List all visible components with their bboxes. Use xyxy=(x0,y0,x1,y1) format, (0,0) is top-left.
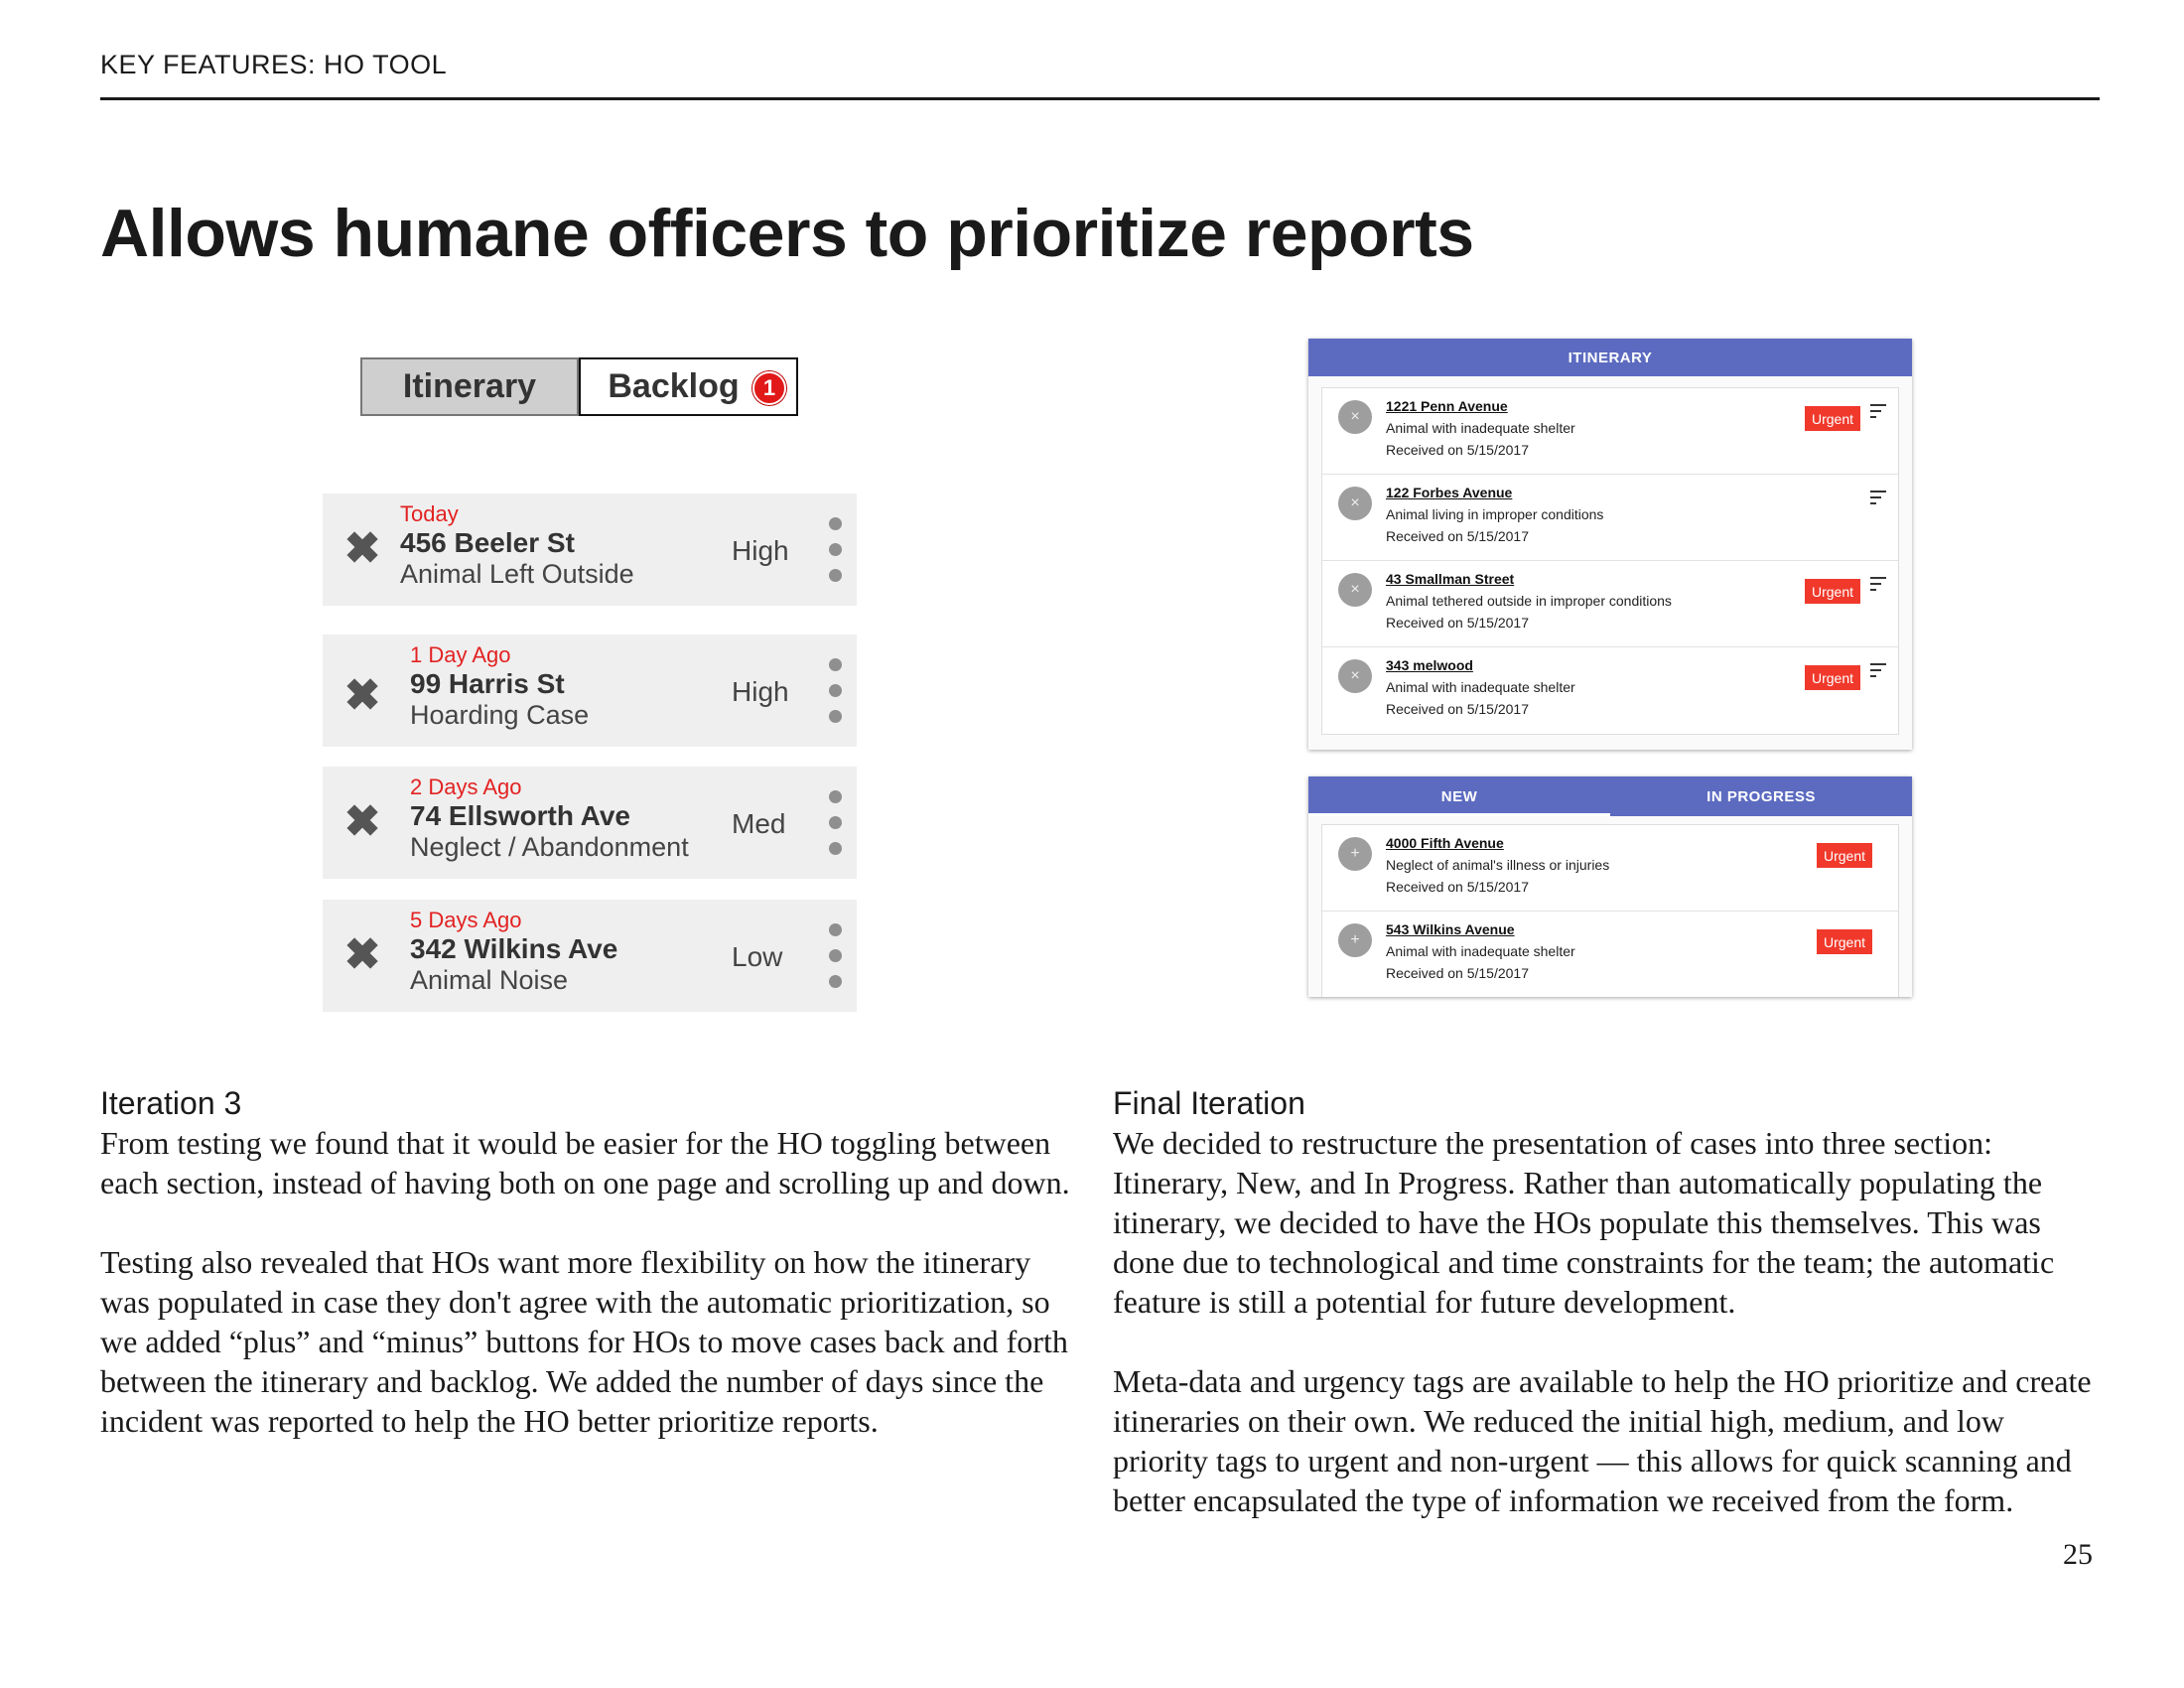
page-number: 25 xyxy=(2063,1538,2093,1571)
final-iteration-heading: Final Iteration xyxy=(1113,1085,1305,1121)
case-when: 5 Days Ago xyxy=(410,908,522,932)
final-iteration-section: Final Iteration We decided to restructur… xyxy=(1113,1085,2096,1520)
urgent-tag: Urgent xyxy=(1804,579,1860,604)
iteration3-paragraph: From testing we found that it would be e… xyxy=(100,1125,1070,1200)
report-address[interactable]: 122 Forbes Avenue xyxy=(1386,485,1513,500)
reorder-icon[interactable] xyxy=(1870,663,1886,681)
case-card[interactable]: ✖ 2 Days Ago 74 Ellsworth Ave Neglect / … xyxy=(323,767,857,879)
report-received-date: Received on 5/15/2017 xyxy=(1386,615,1529,631)
remove-case-icon[interactable]: ✖ xyxy=(343,930,381,979)
iteration3-section: Iteration 3 From testing we found that i… xyxy=(100,1085,1083,1441)
report-row[interactable]: × 1221 Penn Avenue Animal with inadequat… xyxy=(1322,388,1898,475)
urgent-tag: Urgent xyxy=(1804,665,1860,690)
report-received-date: Received on 5/15/2017 xyxy=(1386,528,1529,544)
remove-report-icon[interactable]: × xyxy=(1338,400,1372,434)
report-description: Animal tethered outside in improper cond… xyxy=(1386,593,1672,609)
lists-panel: NEW IN PROGRESS + 4000 Fifth Avenue Negl… xyxy=(1308,776,1912,997)
case-address: 74 Ellsworth Ave xyxy=(410,800,631,831)
add-report-icon[interactable]: + xyxy=(1338,837,1372,871)
page-title: Allows humane officers to prioritize rep… xyxy=(100,196,1474,271)
more-options-icon[interactable] xyxy=(829,517,843,595)
remove-report-icon[interactable]: × xyxy=(1338,573,1372,607)
report-address[interactable]: 343 melwood xyxy=(1386,657,1473,673)
case-when: 2 Days Ago xyxy=(410,774,522,799)
report-row[interactable]: × 122 Forbes Avenue Animal living in imp… xyxy=(1322,475,1898,561)
reorder-icon[interactable] xyxy=(1870,491,1886,508)
add-report-icon[interactable]: + xyxy=(1338,923,1372,957)
report-received-date: Received on 5/15/2017 xyxy=(1386,701,1529,717)
case-type: Animal Noise xyxy=(410,965,569,995)
case-priority: Med xyxy=(732,808,786,839)
case-address: 342 Wilkins Ave xyxy=(410,933,618,964)
remove-case-icon[interactable]: ✖ xyxy=(343,524,381,573)
case-when: 1 Day Ago xyxy=(410,642,511,667)
case-when: Today xyxy=(400,501,459,526)
tab-new[interactable]: NEW xyxy=(1440,787,1478,805)
report-row[interactable]: + 4000 Fifth Avenue Neglect of animal's … xyxy=(1322,825,1898,912)
case-type: Neglect / Abandonment xyxy=(410,832,689,862)
reorder-icon[interactable] xyxy=(1870,404,1886,422)
tab-backlog-label: Backlog xyxy=(608,367,740,405)
backlog-count-badge: 1 xyxy=(752,371,786,405)
report-received-date: Received on 5/15/2017 xyxy=(1386,879,1529,895)
report-address[interactable]: 543 Wilkins Avenue xyxy=(1386,921,1515,937)
case-priority: Low xyxy=(732,941,783,972)
report-row[interactable]: × 343 melwood Animal with inadequate she… xyxy=(1322,647,1898,734)
report-received-date: Received on 5/15/2017 xyxy=(1386,442,1529,458)
urgent-tag: Urgent xyxy=(1816,929,1872,954)
remove-case-icon[interactable]: ✖ xyxy=(343,671,381,720)
header-label: KEY FEATURES: HO TOOL xyxy=(100,50,448,79)
new-list: + 4000 Fifth Avenue Neglect of animal's … xyxy=(1321,824,1899,997)
urgent-tag: Urgent xyxy=(1816,843,1872,868)
case-card[interactable]: ✖ 5 Days Ago 342 Wilkins Ave Animal Nois… xyxy=(323,900,857,1012)
more-options-icon[interactable] xyxy=(829,658,843,736)
more-options-icon[interactable] xyxy=(829,790,843,868)
case-type: Animal Left Outside xyxy=(400,559,634,589)
report-row[interactable]: + 543 Wilkins Avenue Animal with inadequ… xyxy=(1322,912,1898,997)
iteration3-tabs: Itinerary Backlog 1 xyxy=(360,357,798,416)
case-address: 99 Harris St xyxy=(410,668,565,699)
reorder-icon[interactable] xyxy=(1870,577,1886,595)
iteration3-paragraph: Testing also revealed that HOs want more… xyxy=(100,1244,1068,1439)
report-address[interactable]: 43 Smallman Street xyxy=(1386,571,1515,587)
report-description: Neglect of animal's illness or injuries xyxy=(1386,857,1610,873)
tab-in-progress[interactable]: IN PROGRESS xyxy=(1706,787,1816,805)
urgent-tag: Urgent xyxy=(1804,406,1860,431)
itinerary-panel: ITINERARY × 1221 Penn Avenue Animal with… xyxy=(1308,339,1912,750)
case-card[interactable]: ✖ Today 456 Beeler St Animal Left Outsid… xyxy=(323,493,857,606)
report-description: Animal with inadequate shelter xyxy=(1386,943,1575,959)
itinerary-list: × 1221 Penn Avenue Animal with inadequat… xyxy=(1321,387,1899,735)
report-description: Animal living in improper conditions xyxy=(1386,506,1604,522)
tab-backlog[interactable]: Backlog 1 xyxy=(579,357,798,416)
tab-itinerary-label: Itinerary xyxy=(402,367,537,405)
case-address: 456 Beeler St xyxy=(400,527,575,558)
final-iteration-paragraph: We decided to restructure the presentati… xyxy=(1113,1125,2055,1320)
list-tabs: NEW IN PROGRESS xyxy=(1308,776,1912,816)
report-address[interactable]: 4000 Fifth Avenue xyxy=(1386,835,1504,851)
active-tab-indicator xyxy=(1308,813,1610,816)
itinerary-header: ITINERARY xyxy=(1308,339,1912,376)
case-card[interactable]: ✖ 1 Day Ago 99 Harris St Hoarding Case H… xyxy=(323,634,857,747)
remove-case-icon[interactable]: ✖ xyxy=(343,797,381,846)
report-received-date: Received on 5/15/2017 xyxy=(1386,965,1529,981)
remove-report-icon[interactable]: × xyxy=(1338,659,1372,693)
tab-itinerary[interactable]: Itinerary xyxy=(360,357,579,416)
iteration3-heading: Iteration 3 xyxy=(100,1085,242,1121)
report-description: Animal with inadequate shelter xyxy=(1386,679,1575,695)
report-address[interactable]: 1221 Penn Avenue xyxy=(1386,398,1508,414)
header-rule xyxy=(100,97,2100,100)
case-priority: High xyxy=(732,676,789,707)
report-description: Animal with inadequate shelter xyxy=(1386,420,1575,436)
remove-report-icon[interactable]: × xyxy=(1338,487,1372,520)
more-options-icon[interactable] xyxy=(829,923,843,1001)
case-priority: High xyxy=(732,535,789,566)
case-type: Hoarding Case xyxy=(410,700,590,730)
final-iteration-paragraph: Meta-data and urgency tags are available… xyxy=(1113,1363,2092,1518)
report-row[interactable]: × 43 Smallman Street Animal tethered out… xyxy=(1322,561,1898,647)
